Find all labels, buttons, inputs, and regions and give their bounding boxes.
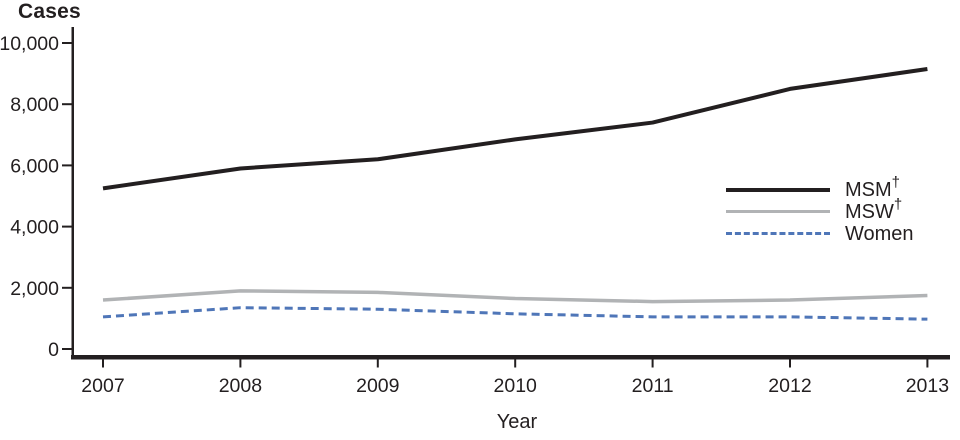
legend: MSM† MSW† Women [726,175,914,244]
y-tick-label: 10,000 [0,33,59,55]
y-axis-title: Cases [18,0,81,23]
dagger-superscript: † [893,195,903,213]
x-tick-label: 2012 [768,375,811,397]
x-tick-label: 2010 [494,375,538,397]
legend-line-msw [726,209,830,214]
x-tick-label: 2008 [219,375,262,397]
legend-item-msw: MSW† [726,197,914,223]
y-tick-label: 8,000 [10,94,59,116]
legend-label-msw: MSW† [845,197,902,223]
legend-label-text: Women [845,222,914,245]
legend-line-women [726,232,830,235]
legend-label-msm: MSM† [845,175,900,201]
series-line-women [102,306,928,321]
y-tick-label: 2,000 [10,278,59,300]
x-tick-label: 2007 [81,375,124,397]
legend-label-women: Women [845,224,914,244]
legend-label-text: MSM [845,178,892,201]
legend-label-text: MSW [845,200,894,223]
y-tick-label: 0 [48,339,59,361]
y-tick-label: 6,000 [10,155,59,177]
series-line-msm [102,67,928,191]
y-axis-line [71,27,74,360]
legend-item-msm: MSM† [726,175,914,201]
legend-item-women: Women [726,224,914,244]
x-axis-title: Year [496,411,538,433]
x-axis-line [71,355,950,360]
x-tick-label: 2011 [632,375,674,397]
series-line-msw [102,289,928,304]
dagger-superscript: † [891,173,901,191]
x-tick-label: 2013 [906,375,949,397]
y-tick-label: 4,000 [10,217,59,239]
x-tick-label: 2009 [356,375,399,397]
legend-line-msm [726,187,830,192]
